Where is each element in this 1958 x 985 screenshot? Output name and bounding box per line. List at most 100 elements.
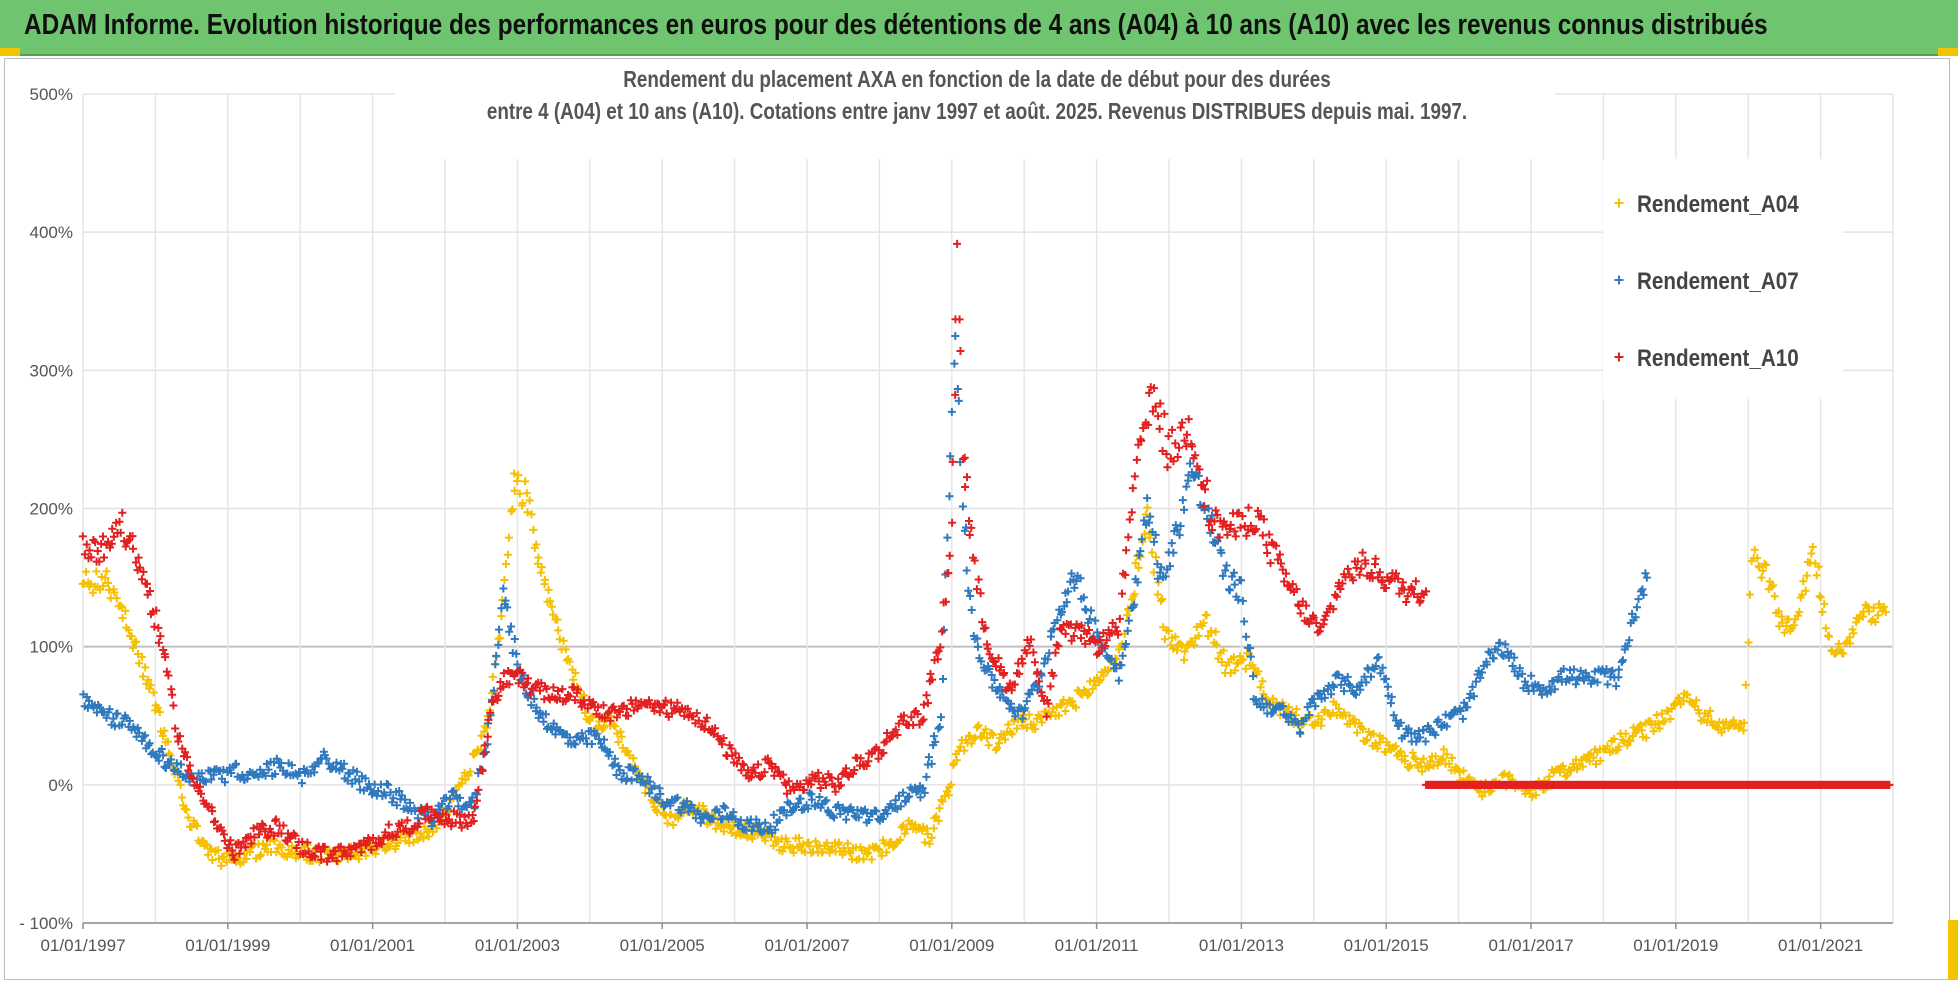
data-point [561, 645, 570, 654]
data-point [175, 732, 184, 741]
data-point [1101, 642, 1110, 651]
data-point [709, 729, 718, 738]
data-point [1623, 642, 1632, 651]
data-point [1508, 662, 1517, 671]
data-point [1057, 625, 1066, 634]
data-point [1351, 690, 1360, 699]
data-point [1639, 590, 1648, 599]
data-point [938, 675, 947, 684]
data-point [220, 778, 229, 787]
data-point [630, 764, 639, 773]
data-point [1762, 560, 1771, 569]
data-point [86, 580, 95, 589]
data-point [449, 787, 458, 796]
data-point [1378, 576, 1387, 585]
data-point [1321, 611, 1330, 620]
data-point [501, 596, 510, 605]
data-point [1253, 506, 1262, 515]
data-point [805, 842, 814, 851]
data-point [183, 753, 192, 762]
data-point [1306, 699, 1315, 708]
data-point [489, 686, 498, 695]
data-point [259, 839, 268, 848]
data-point [922, 772, 931, 781]
data-point [989, 656, 998, 665]
data-point [482, 723, 491, 732]
data-point [1154, 412, 1163, 421]
data-point [1744, 638, 1753, 647]
data-point [1276, 559, 1285, 568]
data-point [650, 782, 659, 791]
data-point [1438, 754, 1447, 763]
data-point [1362, 678, 1371, 687]
data-point [1353, 728, 1362, 737]
data-point [134, 553, 143, 562]
data-point [1815, 592, 1824, 601]
data-point [834, 774, 843, 783]
data-point [1692, 696, 1701, 705]
data-point [901, 797, 910, 806]
data-point [965, 517, 974, 526]
data-point [606, 716, 615, 725]
data-point [947, 407, 956, 416]
data-point [1213, 510, 1222, 519]
data-point [1127, 508, 1136, 517]
data-point [113, 709, 122, 718]
data-point [474, 785, 483, 794]
data-point [1151, 530, 1160, 539]
data-point [138, 652, 147, 661]
data-point [154, 756, 163, 765]
data-point [1001, 735, 1010, 744]
data-point [1139, 516, 1148, 525]
data-point [145, 587, 154, 596]
data-point [1320, 693, 1329, 702]
data-point [936, 713, 945, 722]
data-point [1025, 641, 1034, 650]
chart-title-line-2: entre 4 (A04) et 10 ans (A10). Cotations… [487, 99, 1467, 124]
data-point [1349, 576, 1358, 585]
data-point [1254, 667, 1263, 676]
data-point [1317, 715, 1326, 724]
data-point [754, 760, 763, 769]
data-point [918, 784, 927, 793]
data-point [959, 455, 968, 464]
data-point [1309, 613, 1318, 622]
data-point [1614, 742, 1623, 751]
data-point [1286, 710, 1295, 719]
data-point [437, 799, 446, 808]
data-point [322, 754, 331, 763]
data-point [830, 813, 839, 822]
data-point [883, 729, 892, 738]
data-point [1091, 616, 1100, 625]
data-point [683, 704, 692, 713]
data-point [1165, 562, 1174, 571]
data-point [524, 674, 533, 683]
data-point [1406, 761, 1415, 770]
data-point [164, 671, 173, 680]
data-point [605, 748, 614, 757]
data-point [1122, 546, 1131, 555]
data-point [1531, 791, 1540, 800]
data-point [1161, 572, 1170, 581]
data-point [1124, 533, 1133, 542]
data-point [354, 855, 363, 864]
data-point [331, 847, 340, 856]
data-point [279, 821, 288, 830]
title-backdrop [395, 63, 1555, 159]
data-point [1033, 668, 1042, 677]
data-point [395, 786, 404, 795]
data-point [974, 575, 983, 584]
data-point [1231, 532, 1240, 541]
data-point [661, 696, 670, 705]
data-point [107, 539, 116, 548]
data-point [923, 829, 932, 838]
data-point [1288, 580, 1297, 589]
data-point [147, 750, 156, 759]
data-point [503, 550, 512, 559]
data-point [461, 775, 470, 784]
data-point [727, 828, 736, 837]
data-point [891, 796, 900, 805]
data-point [84, 696, 93, 705]
data-point [1163, 463, 1172, 472]
data-point [1394, 574, 1403, 583]
